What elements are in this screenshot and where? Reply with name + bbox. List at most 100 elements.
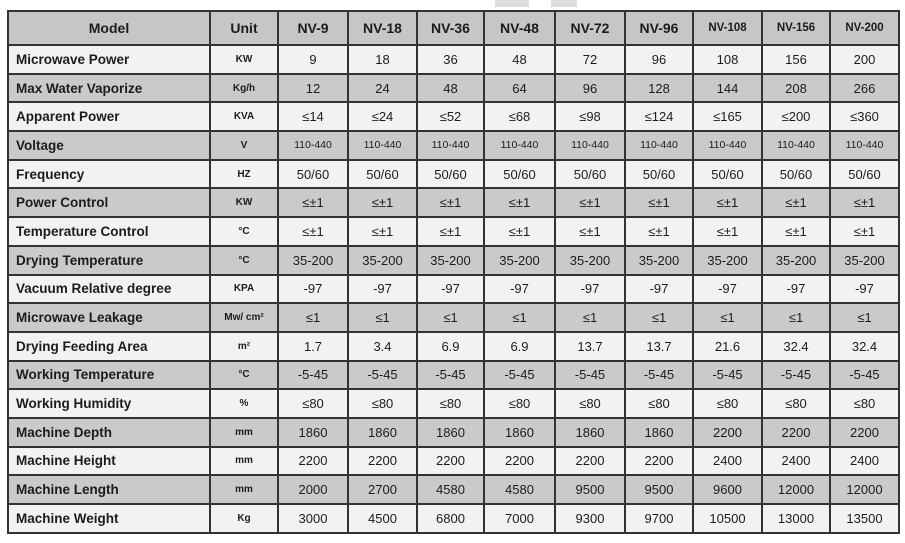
unit-cell: KW xyxy=(209,44,279,75)
value-cell: 32.4 xyxy=(761,330,831,362)
value-cell: ≤±1 xyxy=(416,187,485,219)
value-cell: -5-45 xyxy=(483,359,556,391)
value-cell: 50/60 xyxy=(483,158,556,190)
unit-cell: Kg/h xyxy=(209,72,279,104)
value-cell: ≤14 xyxy=(277,101,349,133)
value-cell: 110-440 xyxy=(829,130,900,161)
value-cell: 1860 xyxy=(624,416,694,448)
value-cell: 2200 xyxy=(692,416,763,448)
value-cell: 1860 xyxy=(347,416,418,448)
unit-cell: KPA xyxy=(209,273,279,305)
value-cell: 2200 xyxy=(624,445,694,477)
value-cell: 4500 xyxy=(347,503,418,534)
value-cell: ≤52 xyxy=(416,101,485,133)
row-label: Microwave Leakage xyxy=(7,302,211,333)
unit-cell: °C xyxy=(209,244,279,276)
value-cell: ≤200 xyxy=(761,101,831,133)
unit-cell: V xyxy=(209,130,279,161)
value-cell: 208 xyxy=(761,72,831,104)
header-cell: NV-108 xyxy=(692,10,763,46)
product-spec-table: Model Unit NV-9 NV-18 NV-36 NV-48 NV-72 NV-96 NV… xyxy=(7,10,900,534)
value-cell: 64 xyxy=(483,72,556,104)
value-cell: 1860 xyxy=(554,416,626,448)
value-cell: 13500 xyxy=(829,503,900,534)
table-row: Power Control KW ≤±1 ≤±1 ≤±1 ≤±1 ≤±1 ≤±1 ≤±1 ≤±1 ≤… xyxy=(7,187,900,219)
header-cell: NV-156 xyxy=(761,10,831,46)
row-label: Power Control xyxy=(7,187,211,219)
value-cell: -5-45 xyxy=(347,359,418,391)
value-cell: ≤±1 xyxy=(829,187,900,219)
unit-cell: mm xyxy=(209,445,279,477)
value-cell: -5-45 xyxy=(692,359,763,391)
value-cell: 13.7 xyxy=(624,330,694,362)
value-cell: 2000 xyxy=(277,474,349,505)
value-cell: 110-440 xyxy=(483,130,556,161)
value-cell: 7000 xyxy=(483,503,556,534)
value-cell: 96 xyxy=(624,44,694,75)
value-cell: ≤±1 xyxy=(624,187,694,219)
value-cell: ≤±1 xyxy=(624,216,694,247)
value-cell: 9300 xyxy=(554,503,626,534)
header-cell: NV-72 xyxy=(554,10,626,46)
value-cell: 50/60 xyxy=(624,158,694,190)
value-cell: 35-200 xyxy=(692,244,763,276)
value-cell: ≤80 xyxy=(347,388,418,419)
header-cell: Unit xyxy=(209,10,279,46)
value-cell: 110-440 xyxy=(624,130,694,161)
value-cell: 2200 xyxy=(483,445,556,477)
value-cell: 2200 xyxy=(277,445,349,477)
value-cell: 1860 xyxy=(277,416,349,448)
value-cell: 12000 xyxy=(761,474,831,505)
value-cell: ≤98 xyxy=(554,101,626,133)
value-cell: -97 xyxy=(692,273,763,305)
value-cell: 35-200 xyxy=(416,244,485,276)
unit-cell: HZ xyxy=(209,158,279,190)
value-cell: 96 xyxy=(554,72,626,104)
table-row: Frequency HZ 50/60 50/60 50/60 50/60 50/60 50/6… xyxy=(7,158,900,190)
value-cell: 6.9 xyxy=(483,330,556,362)
value-cell: 9700 xyxy=(624,503,694,534)
row-label: Machine Depth xyxy=(7,416,211,448)
header-cell: NV-48 xyxy=(483,10,556,46)
row-label: Machine Height xyxy=(7,445,211,477)
row-label: Working Humidity xyxy=(7,388,211,419)
value-cell: 50/60 xyxy=(347,158,418,190)
value-cell: 110-440 xyxy=(761,130,831,161)
value-cell: 50/60 xyxy=(692,158,763,190)
value-cell: 3.4 xyxy=(347,330,418,362)
value-cell: ≤1 xyxy=(483,302,556,333)
table-row: Machine Weight Kg 3000 4500 6800 7000 9300 9700… xyxy=(7,503,900,534)
value-cell: ≤24 xyxy=(347,101,418,133)
row-label: Microwave Power xyxy=(7,44,211,75)
row-label: Voltage xyxy=(7,130,211,161)
value-cell: ≤1 xyxy=(829,302,900,333)
table-row: Drying Temperature °C 35-200 35-200 35-200 35… xyxy=(7,244,900,276)
value-cell: 2200 xyxy=(554,445,626,477)
value-cell: 32.4 xyxy=(829,330,900,362)
value-cell: 3000 xyxy=(277,503,349,534)
value-cell: ≤±1 xyxy=(483,216,556,247)
value-cell: 9600 xyxy=(692,474,763,505)
value-cell: 35-200 xyxy=(761,244,831,276)
row-label: Vacuum Relative degree xyxy=(7,273,211,305)
value-cell: 35-200 xyxy=(554,244,626,276)
unit-cell: °C xyxy=(209,359,279,391)
value-cell: ≤1 xyxy=(761,302,831,333)
value-cell: ≤±1 xyxy=(483,187,556,219)
value-cell: ≤68 xyxy=(483,101,556,133)
value-cell: 1860 xyxy=(416,416,485,448)
value-cell: 48 xyxy=(483,44,556,75)
value-cell: 35-200 xyxy=(829,244,900,276)
value-cell: 2400 xyxy=(761,445,831,477)
value-cell: 6.9 xyxy=(416,330,485,362)
header-cell: NV-96 xyxy=(624,10,694,46)
value-cell: 144 xyxy=(692,72,763,104)
header-cell: Model xyxy=(7,10,211,46)
value-cell: 50/60 xyxy=(416,158,485,190)
value-cell: 156 xyxy=(761,44,831,75)
value-cell: ≤±1 xyxy=(554,216,626,247)
value-cell: ≤1 xyxy=(277,302,349,333)
table-row: Machine Height mm 2200 2200 2200 2200 2200 2200… xyxy=(7,445,900,477)
top-edge-artifact-1 xyxy=(495,0,529,7)
table-header-row: Model Unit NV-9 NV-18 NV-36 NV-48 NV-72 NV-96 NV… xyxy=(7,10,900,46)
